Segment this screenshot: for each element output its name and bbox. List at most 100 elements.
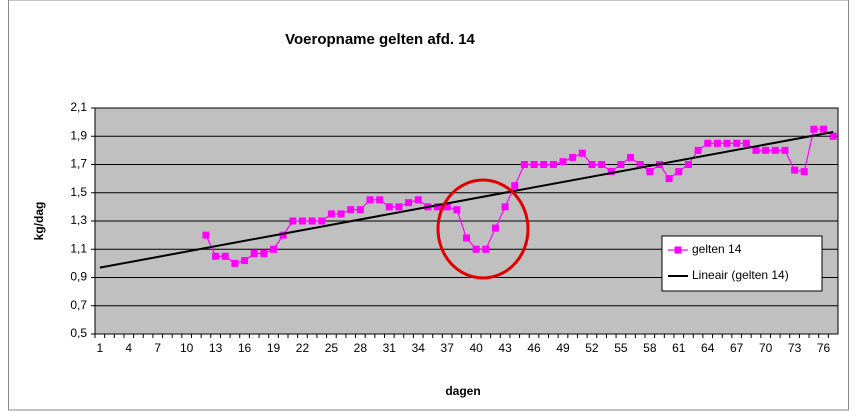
marker (260, 249, 268, 257)
marker (308, 217, 316, 225)
marker (366, 196, 374, 204)
y-tick-label: 0,7 (70, 298, 87, 312)
x-tick-label: 7 (154, 341, 161, 355)
marker (829, 132, 837, 140)
marker (270, 245, 278, 253)
marker (694, 146, 702, 154)
x-tick-label: 67 (730, 341, 744, 355)
marker (723, 139, 731, 147)
marker (684, 161, 692, 168)
marker (771, 146, 779, 154)
marker (617, 161, 625, 168)
marker (665, 175, 673, 183)
y-tick-label: 1,1 (70, 241, 87, 255)
x-tick-label: 16 (238, 341, 252, 355)
marker (627, 153, 635, 161)
marker (212, 252, 220, 260)
marker (800, 168, 808, 176)
y-axis-title: kg/dag (32, 202, 46, 241)
y-tick-label: 1,3 (70, 213, 87, 227)
marker (791, 166, 799, 174)
marker (762, 146, 770, 154)
marker (781, 146, 789, 154)
legend-label: gelten 14 (692, 242, 742, 256)
marker (530, 161, 538, 168)
x-tick-label: 22 (296, 341, 310, 355)
marker (356, 206, 364, 214)
x-tick-label: 37 (441, 341, 455, 355)
chart-title: Voeropname gelten afd. 14 (285, 31, 475, 48)
marker (337, 210, 345, 218)
x-tick-label: 25 (325, 341, 339, 355)
marker (250, 249, 258, 257)
legend-box (661, 235, 823, 292)
marker (569, 153, 577, 161)
marker (405, 199, 413, 207)
x-tick-label: 19 (267, 341, 281, 355)
marker (327, 210, 335, 218)
marker (453, 206, 461, 214)
y-tick-label: 1,7 (70, 157, 87, 171)
x-tick-label: 52 (585, 341, 599, 355)
y-tick-label: 1,5 (70, 185, 87, 199)
marker (636, 161, 644, 168)
x-tick-label: 1 (96, 341, 103, 355)
marker (231, 259, 239, 267)
x-tick-label: 58 (643, 341, 657, 355)
y-tick-label: 2,1 (70, 100, 87, 114)
marker (385, 203, 393, 211)
x-tick-label: 31 (383, 341, 397, 355)
marker (607, 168, 615, 176)
x-tick-label: 40 (469, 341, 483, 355)
marker (434, 203, 442, 211)
marker (318, 217, 326, 225)
marker (414, 196, 422, 204)
y-tick-label: 1,9 (70, 128, 87, 142)
x-tick-label: 10 (180, 341, 194, 355)
marker (376, 196, 384, 204)
y-tick-label: 0,5 (70, 326, 87, 340)
marker (810, 125, 818, 133)
marker (298, 217, 306, 225)
x-tick-label: 34 (412, 341, 426, 355)
x-tick-label: 61 (672, 341, 686, 355)
legend-label: Lineair (gelten 14) (692, 268, 789, 282)
marker (202, 231, 210, 239)
marker (482, 245, 490, 253)
marker (578, 149, 586, 157)
marker (733, 139, 741, 147)
marker (289, 217, 297, 225)
marker (742, 139, 750, 147)
marker (347, 206, 355, 214)
marker (491, 224, 499, 232)
x-tick-label: 55 (614, 341, 628, 355)
marker (598, 161, 606, 168)
marker (241, 257, 249, 265)
x-tick-label: 28 (354, 341, 368, 355)
x-tick-label: 76 (817, 341, 831, 355)
x-tick-label: 13 (209, 341, 223, 355)
marker (279, 231, 287, 239)
trendline (99, 131, 834, 269)
marker (752, 146, 760, 154)
marker (540, 161, 548, 168)
y-tick-label: 0,9 (70, 270, 87, 284)
marker (520, 161, 528, 168)
marker (675, 168, 683, 176)
marker (588, 161, 596, 168)
marker (511, 182, 519, 190)
marker (395, 203, 403, 211)
marker (559, 158, 567, 166)
x-tick-label: 49 (556, 341, 570, 355)
marker (549, 161, 557, 168)
x-tick-label: 70 (759, 341, 773, 355)
x-tick-label: 43 (498, 341, 512, 355)
x-tick-label: 4 (125, 341, 132, 355)
x-tick-label: 73 (788, 341, 802, 355)
legend-marker (674, 246, 682, 254)
marker (463, 234, 470, 242)
marker (704, 139, 712, 147)
marker (713, 139, 721, 147)
x-tick-label: 46 (527, 341, 541, 355)
